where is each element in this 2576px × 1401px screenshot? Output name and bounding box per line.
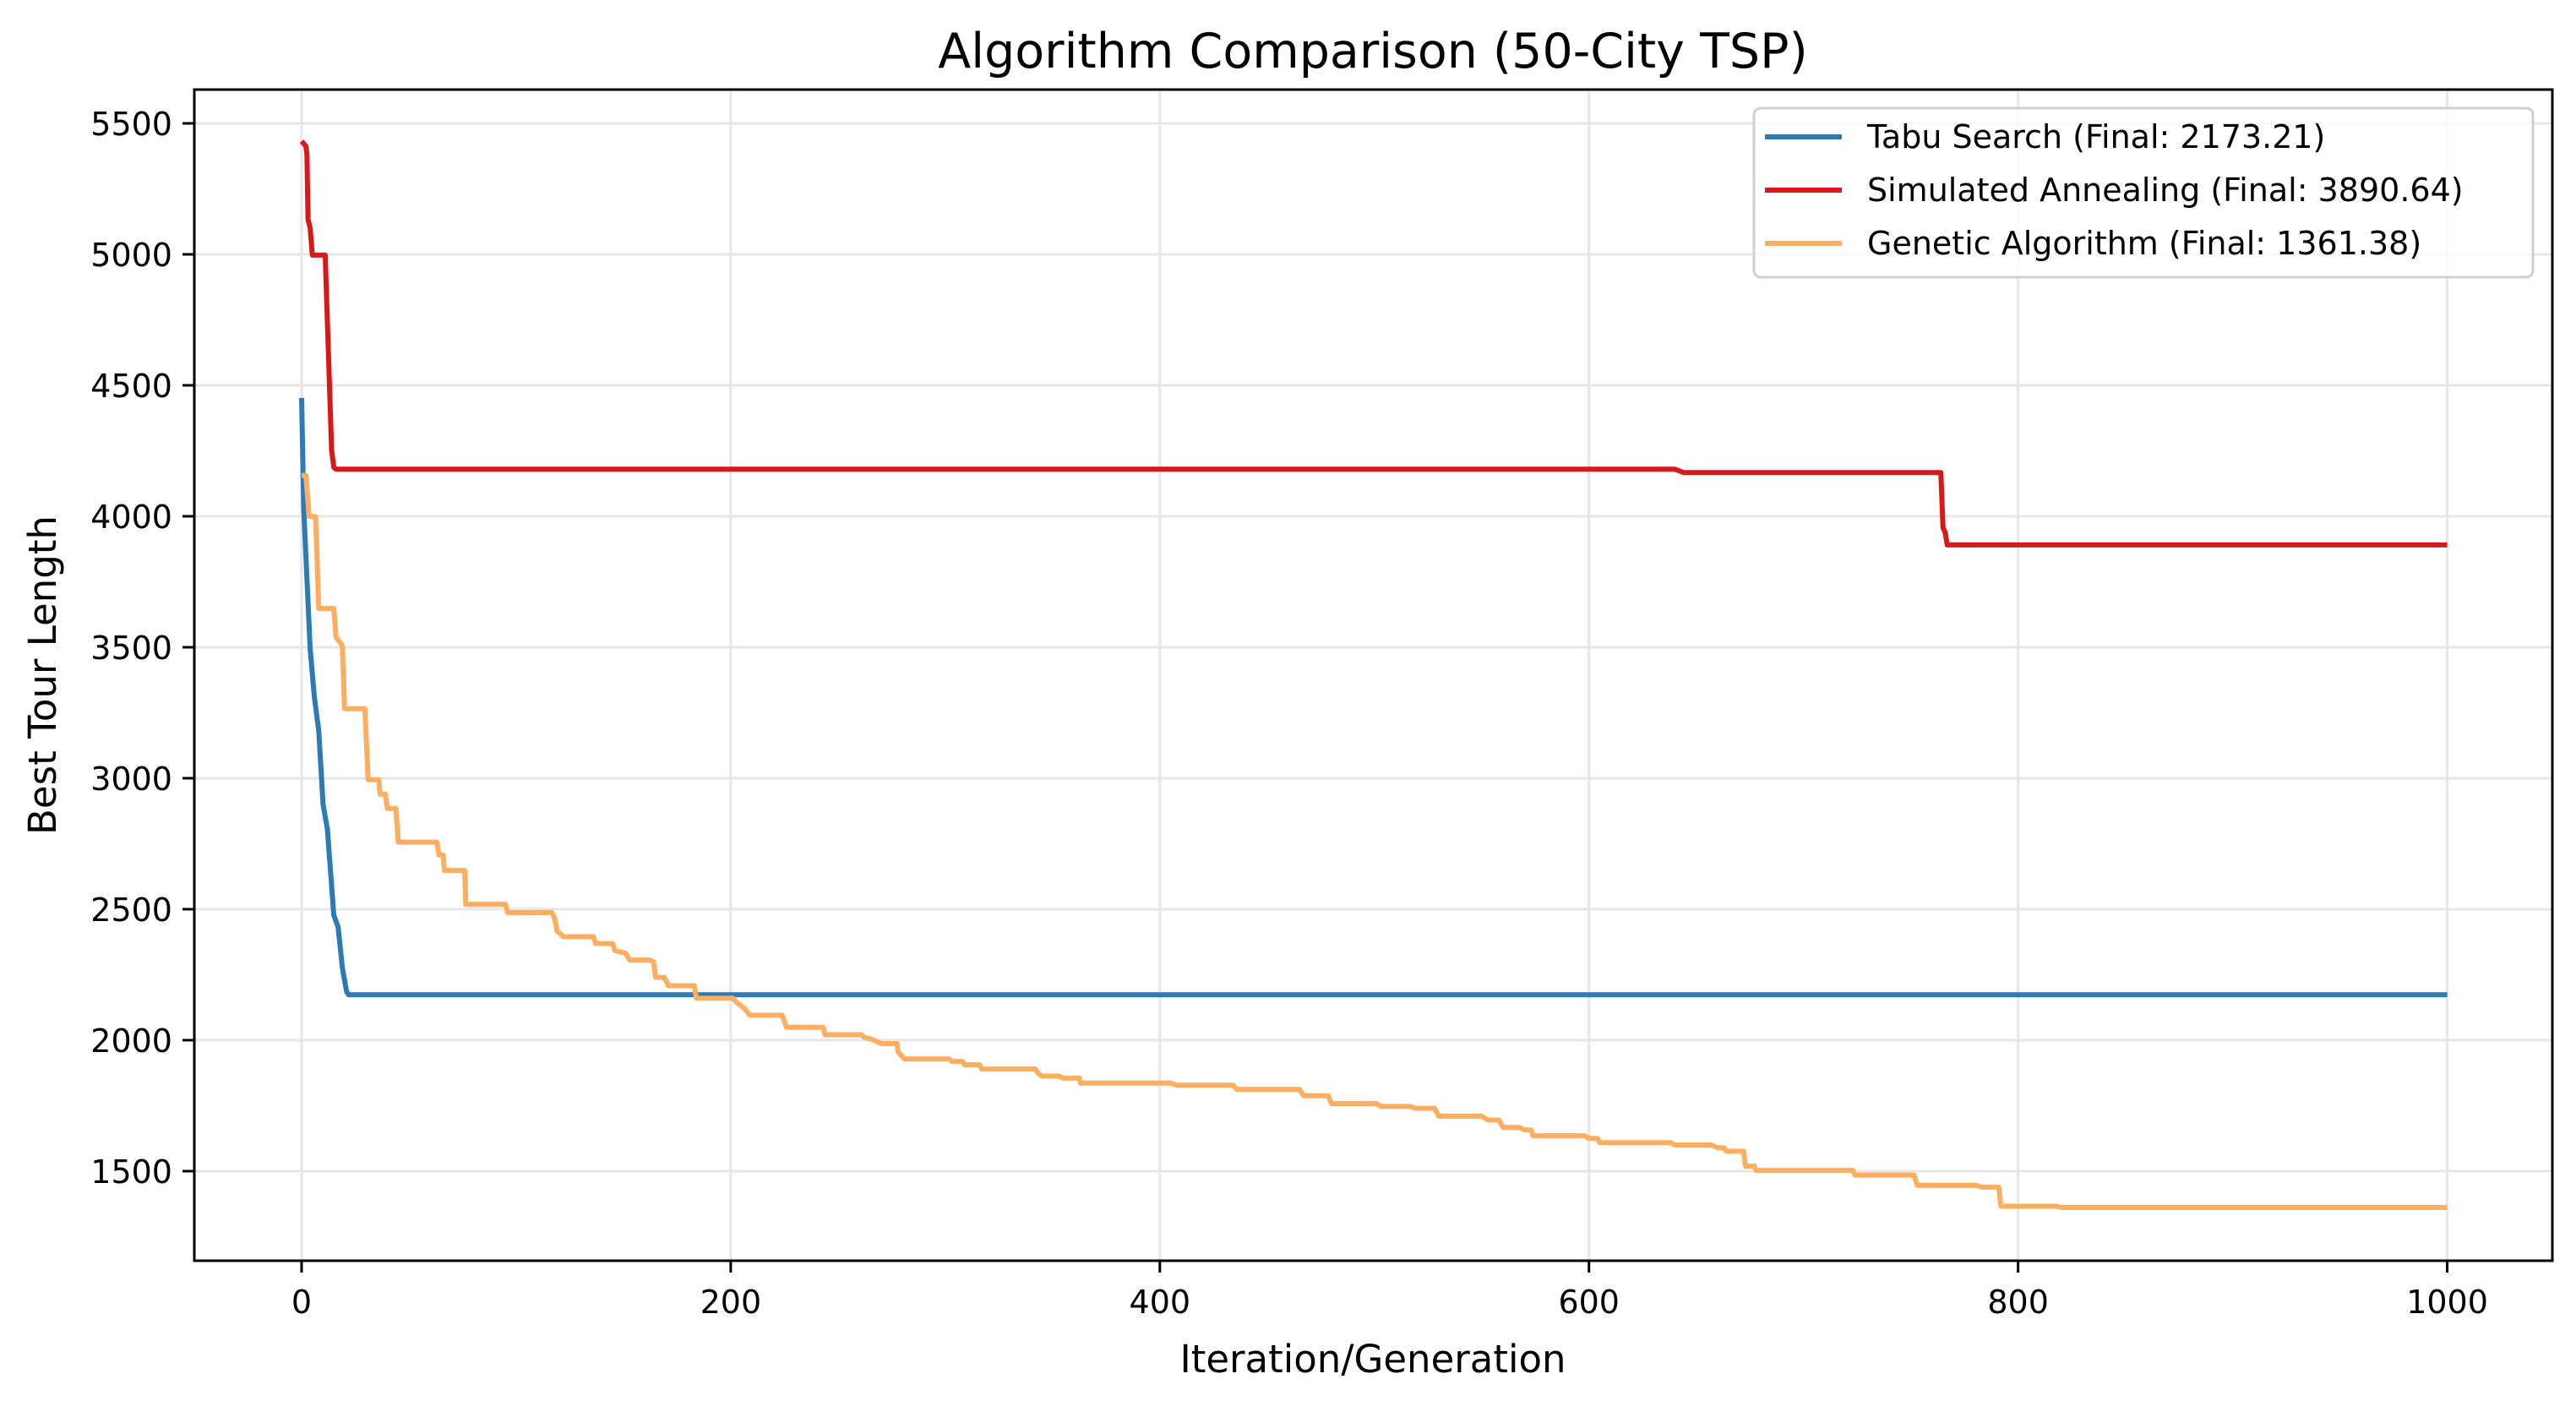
y-axis-label: Best Tour Length bbox=[20, 515, 65, 835]
y-tick-label: 2500 bbox=[90, 891, 172, 929]
legend-entry-genetic-algorithm: Genetic Algorithm (Final: 1361.38) bbox=[1765, 225, 2421, 262]
series-lines bbox=[299, 139, 2448, 1210]
grid bbox=[194, 90, 2552, 1261]
legend-entry-tabu-search: Tabu Search (Final: 2173.21) bbox=[1765, 118, 2325, 155]
x-axis-ticks: 0 200 400 600 800 1000 bbox=[291, 1261, 2488, 1321]
legend: Tabu Search (Final: 2173.21) Simulated An… bbox=[1752, 106, 2535, 279]
legend-label: Genetic Algorithm (Final: 1361.38) bbox=[1867, 225, 2421, 262]
y-axis-ticks: 1500 2000 2500 3000 3500 4000 4500 5000 5500 bbox=[90, 106, 194, 1191]
y-tick-label: 2000 bbox=[90, 1022, 172, 1060]
x-tick-label: 600 bbox=[1558, 1284, 1620, 1321]
simulated-annealing-line bbox=[299, 139, 2448, 548]
legend-label: Tabu Search (Final: 2173.21) bbox=[1866, 118, 2325, 155]
y-tick-label: 5500 bbox=[90, 106, 172, 143]
x-tick-label: 400 bbox=[1130, 1284, 1191, 1321]
genetic-algorithm-line bbox=[302, 472, 2448, 1210]
x-tick-label: 200 bbox=[700, 1284, 762, 1321]
y-tick-label: 3000 bbox=[90, 760, 172, 798]
x-tick-label: 800 bbox=[1987, 1284, 2049, 1321]
y-tick-label: 3500 bbox=[90, 630, 172, 667]
x-tick-label: 0 bbox=[291, 1284, 312, 1321]
y-tick-label: 4000 bbox=[90, 499, 172, 536]
y-tick-label: 5000 bbox=[90, 237, 172, 274]
x-tick-label: 1000 bbox=[2406, 1284, 2488, 1321]
tabu-search-line bbox=[299, 397, 2448, 998]
x-axis-label: Iteration/Generation bbox=[1179, 1337, 1566, 1382]
y-tick-label: 4500 bbox=[90, 368, 172, 405]
y-tick-label: 1500 bbox=[90, 1153, 172, 1191]
legend-frame bbox=[1752, 106, 2535, 279]
chart-title: Algorithm Comparison (50-City TSP) bbox=[938, 24, 1807, 79]
legend-entry-simulated-annealing: Simulated Annealing (Final: 3890.64) bbox=[1765, 172, 2464, 209]
legend-label: Simulated Annealing (Final: 3890.64) bbox=[1867, 172, 2464, 209]
axes-frame bbox=[193, 88, 2554, 1262]
